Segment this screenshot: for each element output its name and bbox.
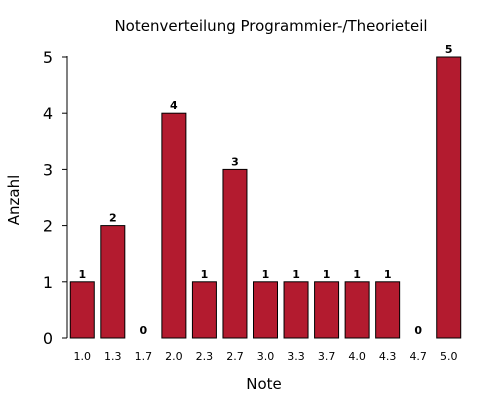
y-tick-label-3: 3 — [43, 160, 53, 179]
x-tick-label-1.0: 1.0 — [74, 350, 92, 363]
x-tick-label-3.7: 3.7 — [318, 350, 336, 363]
data-label-1.0: 1 — [78, 268, 86, 281]
x-tick-label-4.0: 4.0 — [348, 350, 366, 363]
data-label-2.0: 4 — [170, 99, 178, 112]
x-tick-label-1.3: 1.3 — [104, 350, 122, 363]
data-label-1.7: 0 — [140, 324, 148, 337]
data-label-4.3: 1 — [384, 268, 392, 281]
x-tick-label-2.0: 2.0 — [165, 350, 183, 363]
data-label-3.3: 1 — [292, 268, 300, 281]
bar-4.3 — [375, 281, 401, 339]
chart-title: Notenverteilung Programmier-/Theorieteil — [114, 17, 427, 35]
bar-3.7 — [314, 281, 340, 339]
data-label-2.3: 1 — [201, 268, 209, 281]
data-label-3.7: 1 — [323, 268, 331, 281]
x-tick-label-4.3: 4.3 — [379, 350, 397, 363]
bar-1.0 — [69, 281, 95, 339]
bar-3.3 — [283, 281, 309, 339]
bars-layer — [69, 56, 462, 339]
data-label-2.7: 3 — [231, 155, 239, 168]
bar-1.3 — [100, 225, 126, 339]
bar-3.0 — [253, 281, 278, 339]
data-label-1.3: 2 — [109, 212, 117, 225]
y-tick-label-0: 0 — [43, 329, 53, 348]
x-tick-label-2.7: 2.7 — [226, 350, 244, 363]
axes-layer: 1.0 1.3 1.7 2.0 2.3 2.7 3.0 3.3 3.7 4.0 4.3 4.7 5.0 0… — [43, 48, 458, 363]
y-axis-label: Anzahl — [5, 175, 23, 226]
x-tick-label-3.3: 3.3 — [287, 350, 305, 363]
y-tick-label-2: 2 — [43, 217, 53, 236]
bar-2.7 — [222, 168, 248, 339]
bar-4.0 — [344, 281, 370, 339]
data-label-4.7: 0 — [414, 324, 422, 337]
bar-2.3 — [191, 281, 217, 339]
x-tick-label-5.0: 5.0 — [440, 350, 458, 363]
x-tick-label-4.7: 4.7 — [409, 350, 427, 363]
x-tick-label-3.0: 3.0 — [257, 350, 275, 363]
data-label-3.0: 1 — [262, 268, 270, 281]
x-tick-label-2.3: 2.3 — [196, 350, 214, 363]
bar-5.0 — [436, 56, 462, 339]
y-tick-label-4: 4 — [43, 104, 53, 123]
x-axis-label: Note — [246, 375, 282, 393]
x-tick-label-1.7: 1.7 — [135, 350, 153, 363]
y-tick-label-5: 5 — [43, 48, 53, 67]
data-label-5.0: 5 — [445, 43, 453, 56]
data-labels-layer: 1 2 0 4 1 3 1 1 1 1 1 0 5 — [78, 43, 452, 337]
data-label-4.0: 1 — [353, 268, 361, 281]
bar-2.0 — [161, 112, 187, 339]
y-tick-label-1: 1 — [43, 273, 53, 292]
